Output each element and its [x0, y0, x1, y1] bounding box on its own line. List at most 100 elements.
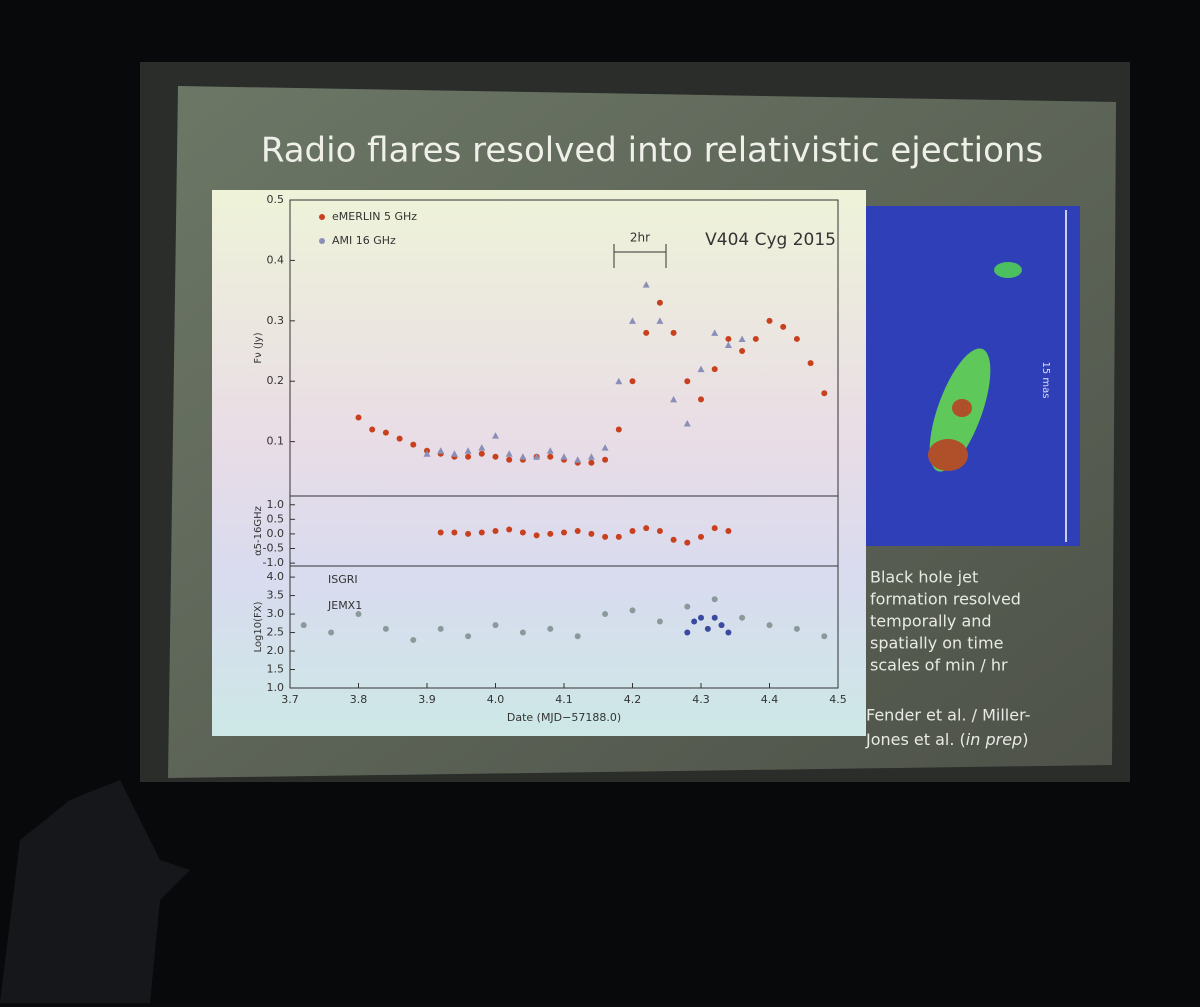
point	[465, 530, 472, 537]
point	[711, 366, 718, 373]
point	[642, 281, 650, 288]
credit-part: )	[1022, 730, 1028, 749]
point	[725, 629, 732, 636]
point	[560, 453, 568, 460]
x-tick-label: 4.3	[692, 693, 710, 706]
point	[629, 378, 636, 385]
point	[615, 426, 622, 433]
point	[711, 525, 718, 532]
point	[492, 622, 499, 629]
point	[697, 365, 705, 373]
x-tick-label: 4.2	[624, 693, 642, 706]
point	[670, 395, 678, 403]
point	[492, 528, 499, 534]
point	[684, 629, 691, 636]
point	[615, 533, 622, 540]
point	[451, 529, 458, 536]
point	[369, 426, 376, 433]
point	[396, 435, 403, 442]
point	[602, 456, 609, 463]
point	[561, 529, 567, 536]
y-tick-label: -0.5	[263, 542, 284, 555]
point	[533, 453, 541, 460]
point	[547, 625, 554, 632]
jet-core	[928, 439, 968, 471]
point	[656, 618, 663, 625]
y-tick-label: 0.4	[267, 253, 285, 266]
x-tick-label: 4.4	[761, 693, 779, 706]
point	[670, 329, 677, 336]
annotation: 2hr	[630, 231, 650, 245]
point	[656, 528, 663, 534]
legend-label: AMI 16 GHz	[332, 234, 396, 247]
point	[382, 429, 389, 436]
caption-line: scales of min / hr	[870, 656, 1008, 675]
point	[670, 536, 677, 543]
point	[437, 529, 444, 536]
y-tick-label: 3.0	[267, 607, 285, 620]
point	[588, 459, 595, 466]
x-tick-label: 3.8	[350, 693, 368, 706]
point	[533, 532, 540, 539]
caption-line: temporally and	[870, 612, 992, 631]
legend-label: eMERLIN 5 GHz	[332, 210, 417, 223]
point	[587, 453, 595, 460]
point	[492, 453, 499, 460]
point	[807, 360, 814, 367]
point	[602, 533, 609, 540]
chart-panel	[212, 190, 866, 736]
point	[574, 528, 581, 534]
point	[718, 622, 725, 629]
jet-blob	[994, 262, 1022, 278]
caption: Black hole jet formation resolved temporal…	[870, 568, 1021, 675]
y-tick-label: 1.0	[267, 498, 285, 511]
y-tick-label: 1.5	[267, 663, 285, 676]
x-tick-label: 4.1	[555, 693, 573, 706]
point	[739, 614, 746, 621]
y-tick-label: 2.0	[267, 644, 285, 657]
point	[437, 447, 445, 454]
point	[724, 341, 732, 348]
point	[738, 335, 746, 342]
caption-line: formation resolved	[870, 590, 1021, 609]
point	[711, 596, 718, 603]
point	[691, 618, 698, 625]
point	[780, 323, 787, 330]
legend-marker	[319, 214, 325, 220]
x-tick-label: 4.5	[829, 693, 847, 706]
point	[725, 335, 732, 342]
x-tick-label: 3.9	[418, 693, 436, 706]
point	[793, 335, 800, 342]
credit-part: in prep	[966, 730, 1022, 749]
point	[602, 611, 609, 618]
y-axis-label: α5-16GHz	[253, 506, 264, 556]
point	[588, 530, 595, 537]
point	[478, 529, 485, 536]
y-tick-label: 3.5	[267, 589, 285, 602]
point	[601, 444, 609, 451]
point	[382, 625, 389, 632]
point	[328, 629, 335, 636]
point	[629, 528, 636, 534]
point	[505, 450, 513, 457]
legend-label: ISGRI	[328, 573, 358, 586]
point	[684, 539, 691, 546]
point	[355, 611, 362, 618]
jet-core	[952, 399, 972, 417]
y-tick-label: 0.3	[267, 314, 285, 327]
x-tick-label: 4.0	[487, 693, 505, 706]
point	[766, 317, 773, 324]
point	[643, 329, 650, 336]
point	[478, 444, 486, 451]
point	[821, 390, 828, 397]
x-axis-label: Date (MJD−57188.0)	[507, 711, 621, 724]
credit: Jones et al. (in prep)	[865, 730, 1028, 749]
point	[752, 335, 759, 342]
scale-label: 15 mas	[1040, 362, 1051, 399]
point	[643, 525, 650, 532]
point	[698, 533, 704, 540]
point	[656, 317, 664, 324]
point	[725, 528, 732, 534]
slide-title: Radio flares resolved into relativistic …	[261, 131, 1043, 171]
